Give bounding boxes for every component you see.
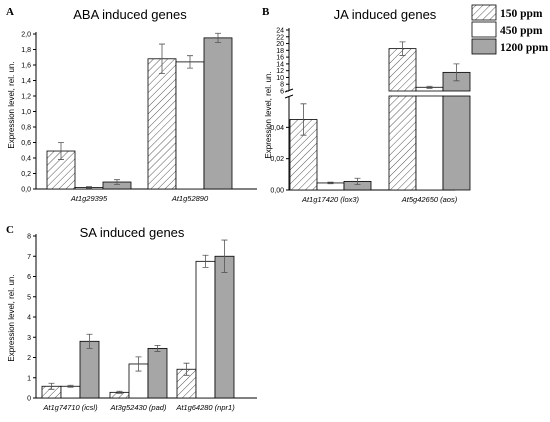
bar-450-ppm-lower bbox=[415, 95, 444, 191]
error-bar bbox=[86, 333, 93, 349]
y-tick-label: 14 bbox=[276, 61, 284, 68]
y-tick-label: 2 bbox=[27, 355, 31, 362]
y-tick-label: 20 bbox=[276, 41, 284, 48]
error-bar bbox=[58, 142, 64, 160]
error-bar bbox=[154, 344, 161, 352]
panel-c-letter: C bbox=[6, 224, 14, 236]
panel-b-ylabel: Expression level, rel. un. bbox=[264, 71, 273, 158]
error-bar bbox=[135, 356, 142, 372]
y-tick-label: 18 bbox=[276, 48, 284, 55]
error-bar bbox=[187, 55, 193, 69]
bar-150-ppm bbox=[46, 150, 76, 190]
bar-1200-ppm-lower bbox=[442, 95, 471, 191]
legend-swatch-450 bbox=[471, 21, 497, 38]
error-bar bbox=[426, 85, 433, 89]
error-bar bbox=[221, 239, 228, 273]
y-tick-label: 1,2 bbox=[21, 94, 31, 101]
y-tick-label: 24 bbox=[276, 28, 284, 35]
panel-a-title: ABA induced genes bbox=[73, 7, 187, 22]
y-tick-label: 6 bbox=[27, 274, 31, 281]
y-tick-label: 6 bbox=[280, 89, 284, 96]
y-tick-label: 2,0 bbox=[21, 32, 31, 39]
y-tick-label: 0,2 bbox=[21, 171, 31, 178]
bar-450-ppm bbox=[175, 61, 205, 190]
axis-break-mark bbox=[284, 88, 294, 99]
legend-label-450: 450 ppm bbox=[500, 25, 543, 37]
error-bar bbox=[67, 384, 74, 388]
legend-label-1200: 1200 ppm bbox=[500, 42, 549, 54]
panel-c-ylabel: Expression level, rel. un. bbox=[7, 274, 16, 361]
x-category-label: At3g52430 (pad) bbox=[110, 403, 167, 412]
error-bar bbox=[183, 362, 190, 376]
y-tick-label: 4 bbox=[27, 315, 31, 322]
y-tick-label: 0,02 bbox=[270, 156, 284, 163]
y-tick-label: 8 bbox=[27, 234, 31, 241]
x-category-label: At1g17420 (lox3) bbox=[301, 195, 360, 204]
bar-450-ppm bbox=[195, 260, 216, 399]
panel-b-title: JA induced genes bbox=[334, 7, 437, 22]
panel-c-title: SA induced genes bbox=[80, 225, 185, 240]
error-bar bbox=[453, 63, 460, 82]
x-category-label: At1g29395 bbox=[70, 194, 108, 203]
y-tick-label: 1 bbox=[27, 375, 31, 382]
y-tick-label: 0 bbox=[27, 396, 31, 403]
y-tick-label: 1,8 bbox=[21, 47, 31, 54]
bar-150-ppm-lower bbox=[388, 95, 417, 191]
panel-a-ylabel: Expression level, rel. un. bbox=[7, 61, 16, 148]
bar-150-ppm bbox=[147, 58, 177, 190]
panel-c: C SA induced genes Expression level, rel… bbox=[6, 224, 257, 412]
x-category-label: At1g74710 (icsl) bbox=[42, 403, 98, 412]
x-category-label: At5g42650 (aos) bbox=[401, 195, 458, 204]
error-bar bbox=[399, 41, 406, 56]
legend-label-150: 150 ppm bbox=[500, 8, 543, 20]
error-bar bbox=[159, 43, 165, 74]
bar-1200-ppm bbox=[147, 347, 168, 399]
error-bar bbox=[86, 186, 92, 189]
error-bar bbox=[215, 32, 221, 43]
y-tick-label: 0,6 bbox=[21, 140, 31, 147]
x-category-label: At1g64280 (npr1) bbox=[175, 403, 235, 412]
legend-swatch-150 bbox=[471, 4, 497, 21]
bar-1200-ppm bbox=[79, 340, 100, 399]
y-tick-label: 5 bbox=[27, 294, 31, 301]
legend: 150 ppm 450 ppm 1200 ppm bbox=[471, 4, 549, 55]
y-tick-label: 0,0 bbox=[21, 187, 31, 194]
y-tick-label: 1,6 bbox=[21, 63, 31, 70]
x-category-label: At1g52890 bbox=[171, 194, 209, 203]
y-tick-label: 0,4 bbox=[21, 156, 31, 163]
error-bar bbox=[116, 390, 123, 394]
panel-b-letter: B bbox=[262, 6, 270, 18]
error-bar bbox=[48, 382, 55, 390]
y-tick-label: 0,00 bbox=[270, 188, 284, 195]
y-tick-label: 1,4 bbox=[21, 78, 31, 85]
y-tick-label: 1,0 bbox=[21, 109, 31, 116]
error-bar bbox=[354, 177, 361, 185]
y-tick-label: 10 bbox=[276, 75, 284, 82]
y-tick-label: 16 bbox=[276, 55, 284, 62]
y-tick-label: 8 bbox=[280, 82, 284, 89]
y-tick-label: 22 bbox=[276, 34, 284, 41]
error-bar bbox=[202, 254, 209, 268]
panel-b: B JA induced genes Expression level, rel… bbox=[262, 6, 471, 204]
y-tick-label: 0,04 bbox=[270, 125, 284, 132]
panel-a-letter: A bbox=[6, 6, 14, 18]
bar-1200-ppm bbox=[203, 37, 233, 190]
y-tick-label: 0,8 bbox=[21, 125, 31, 132]
panel-a: A ABA induced genes Expression level, re… bbox=[6, 6, 257, 203]
error-bar bbox=[327, 181, 334, 185]
legend-swatch-1200 bbox=[471, 38, 497, 55]
y-tick-label: 3 bbox=[27, 335, 31, 342]
error-bar bbox=[300, 103, 307, 136]
y-tick-label: 7 bbox=[27, 254, 31, 261]
bar-1200-ppm bbox=[214, 255, 235, 399]
error-bar bbox=[114, 179, 120, 185]
y-tick-label: 12 bbox=[276, 68, 284, 75]
bar-450-ppm bbox=[60, 385, 81, 399]
